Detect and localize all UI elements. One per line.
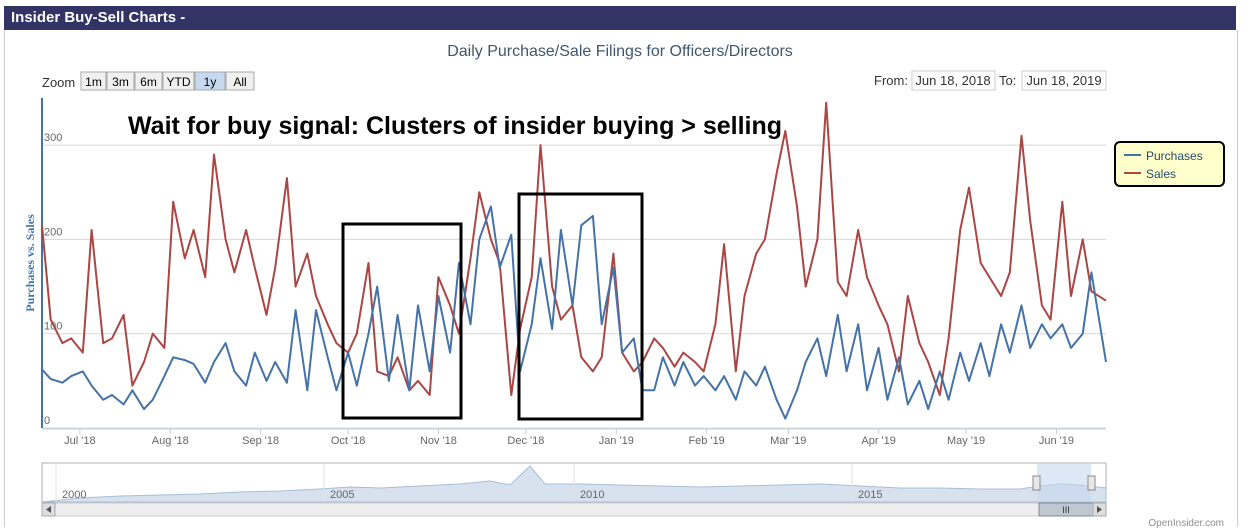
from-label: From: — [874, 73, 908, 88]
x-tick-label: Oct '18 — [331, 435, 366, 447]
left-arrow-icon — [46, 506, 51, 513]
legend-sales-label[interactable]: Sales — [1146, 167, 1176, 181]
highlight-box-dec-jan — [517, 192, 644, 421]
navigator-year-label: 2015 — [858, 489, 882, 501]
x-tick-label: Jun '19 — [1039, 435, 1074, 447]
grid-lines — [42, 144, 1106, 429]
scrollbar-grip-icon: III — [1062, 505, 1070, 515]
navigator-year-labels: 2000 2005 2010 2015 — [55, 463, 882, 502]
zoom-button-1m[interactable]: 1m — [80, 71, 107, 91]
zoom-button-1y[interactable]: 1y — [194, 71, 226, 91]
chart-panel — [4, 30, 1238, 527]
x-tick-label: Dec '18 — [507, 435, 544, 447]
y-tick-label: 0 — [44, 415, 50, 427]
x-tick-labels: Jul '18 Aug '18 Sep '18 Oct '18 Nov '18 Dec '… — [64, 429, 1074, 447]
annotation-text: Wait for buy signal: Clusters of insider… — [128, 112, 782, 140]
navigator-selected-range[interactable] — [1037, 463, 1091, 502]
navigator-year-label: 2000 — [62, 489, 86, 501]
x-tick-label: Jul '18 — [64, 435, 95, 447]
legend-purchases-label[interactable]: Purchases — [1146, 149, 1203, 163]
zoom-button-label: 1m — [85, 75, 102, 89]
legend: Purchases Sales — [1114, 141, 1225, 187]
x-tick-label: May '19 — [947, 435, 985, 447]
x-tick-label: Jan '19 — [599, 435, 634, 447]
zoom-button-label: All — [233, 75, 246, 89]
from-date-input-box[interactable] — [911, 70, 996, 91]
x-tick-label: Nov '18 — [420, 435, 457, 447]
from-date-input[interactable]: Jun 18, 2018 — [915, 73, 990, 88]
chart-title: Daily Purchase/Sale Filings for Officers… — [447, 43, 793, 60]
y-tick-label: 200 — [44, 226, 62, 238]
sales-line — [41, 101, 1107, 396]
zoom-button-all[interactable]: All — [225, 71, 255, 91]
header-title: Insider Buy-Sell Charts - — [11, 9, 186, 26]
header-bar: Insider Buy-Sell Charts - — [4, 6, 1236, 30]
zoom-buttons: 1m 3m 6m YTD 1y All — [80, 71, 255, 91]
x-tick-label: Feb '19 — [688, 435, 724, 447]
zoom-button-label: YTD — [167, 75, 191, 89]
zoom-button-label: 6m — [140, 75, 157, 89]
zoom-button-ytd[interactable]: YTD — [162, 71, 195, 91]
purchases-line — [41, 205, 1107, 420]
to-label: To: — [999, 73, 1016, 88]
x-tick-label: Sep '18 — [242, 435, 279, 447]
x-tick-label: Apr '19 — [861, 435, 896, 447]
zoom-button-label: 1y — [204, 75, 217, 89]
navigator-year-label: 2010 — [580, 489, 604, 501]
x-tick-label: Aug '18 — [152, 435, 189, 447]
highlight-box-oct-nov — [341, 222, 463, 420]
right-arrow-icon — [1097, 506, 1102, 513]
zoom-button-3m[interactable]: 3m — [106, 71, 135, 91]
navigator-handle-right[interactable] — [1087, 475, 1096, 491]
zoom-label: Zoom — [42, 75, 75, 90]
navigator-handle-left[interactable] — [1032, 475, 1041, 491]
to-date-input[interactable]: Jun 18, 2019 — [1026, 73, 1101, 88]
navigator-year-label: 2005 — [330, 489, 354, 501]
y-axis-label: Purchases vs. Sales — [23, 214, 37, 312]
credit-text[interactable]: OpenInsider.com — [1148, 518, 1224, 529]
navigator-scrollbar[interactable]: III — [41, 502, 1107, 517]
zoom-button-label: 3m — [112, 75, 129, 89]
x-tick-label: Mar '19 — [770, 435, 806, 447]
y-tick-label: 300 — [44, 132, 62, 144]
to-date-input-box[interactable] — [1021, 70, 1107, 91]
navigator[interactable]: 2000 2005 2010 2015 — [41, 462, 1107, 503]
zoom-button-6m[interactable]: 6m — [134, 71, 163, 91]
